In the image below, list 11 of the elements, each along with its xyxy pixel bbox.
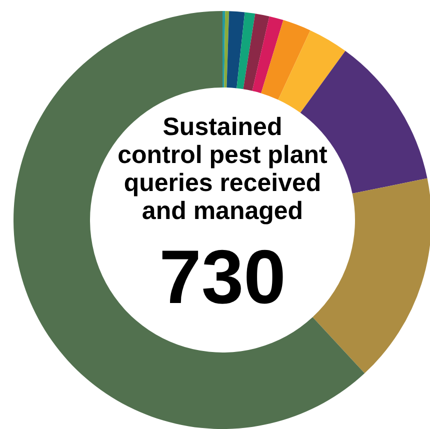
- text: Sustained control pest plant queries received and managed: [118, 113, 328, 225]
- donut-slice: [243, 14, 270, 91]
- donut-slice: [261, 20, 310, 100]
- donut-slice: [14, 11, 365, 429]
- donut-slice: [222, 11, 226, 88]
- donut-slice: [252, 16, 284, 94]
- donut-slice: [226, 11, 245, 88]
- donut-slice: [236, 12, 256, 90]
- donut-slice: [224, 11, 230, 88]
- donut-slice: [278, 30, 346, 113]
- text: 730: [159, 235, 286, 320]
